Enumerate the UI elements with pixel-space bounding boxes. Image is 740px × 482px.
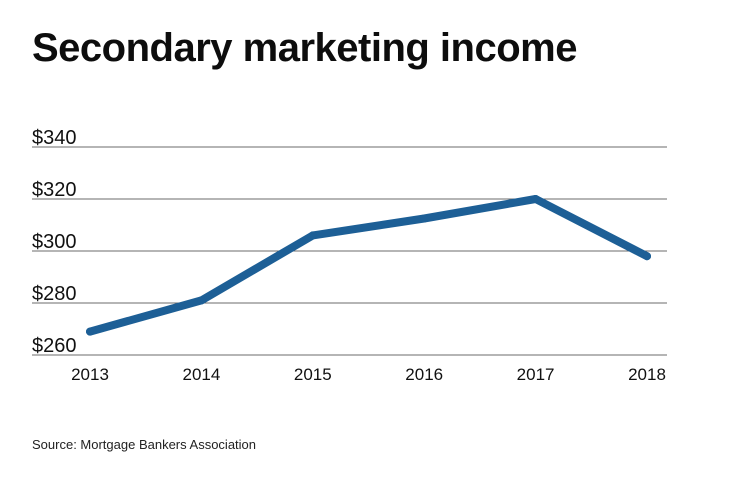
source-note: Source: Mortgage Bankers Association (32, 437, 257, 452)
series-layer (86, 195, 651, 336)
data-point-2017 (531, 195, 540, 203)
data-point-2018 (643, 252, 651, 261)
x-tick-label-2013: 2013 (71, 365, 109, 384)
x-tick-label-2014: 2014 (182, 365, 220, 384)
x-axis-tick-labels: 2013 2014 2015 2016 2017 2018 (71, 365, 666, 384)
y-tick-label-300: $300 (32, 231, 77, 253)
data-point-2015 (308, 231, 317, 240)
y-tick-label-260: $260 (32, 335, 77, 357)
x-tick-label-2018: 2018 (628, 365, 666, 384)
x-tick-label-2016: 2016 (405, 365, 443, 384)
data-point-2013 (86, 327, 94, 336)
data-point-2014 (197, 296, 206, 305)
y-axis-tick-labels: $260 $280 $300 $320 $340 (32, 127, 77, 357)
series-line-0 (86, 195, 651, 336)
x-tick-label-2015: 2015 (294, 365, 332, 384)
y-tick-label-340: $340 (32, 127, 77, 149)
data-point-2016 (420, 214, 429, 223)
chart-title: Secondary marketing income (32, 26, 577, 70)
y-tick-label-320: $320 (32, 179, 77, 201)
y-tick-label-280: $280 (32, 283, 77, 305)
gridlines (32, 146, 667, 356)
x-tick-label-2017: 2017 (517, 365, 555, 384)
